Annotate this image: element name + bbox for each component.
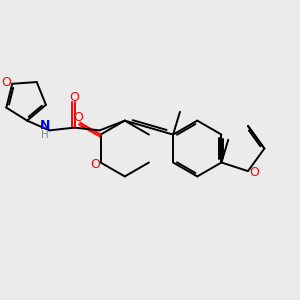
Text: N: N xyxy=(40,118,50,132)
Text: O: O xyxy=(250,166,260,179)
Text: H: H xyxy=(41,130,49,140)
Text: O: O xyxy=(90,158,100,171)
Text: O: O xyxy=(74,111,83,124)
Text: O: O xyxy=(69,91,79,104)
Text: O: O xyxy=(1,76,11,89)
